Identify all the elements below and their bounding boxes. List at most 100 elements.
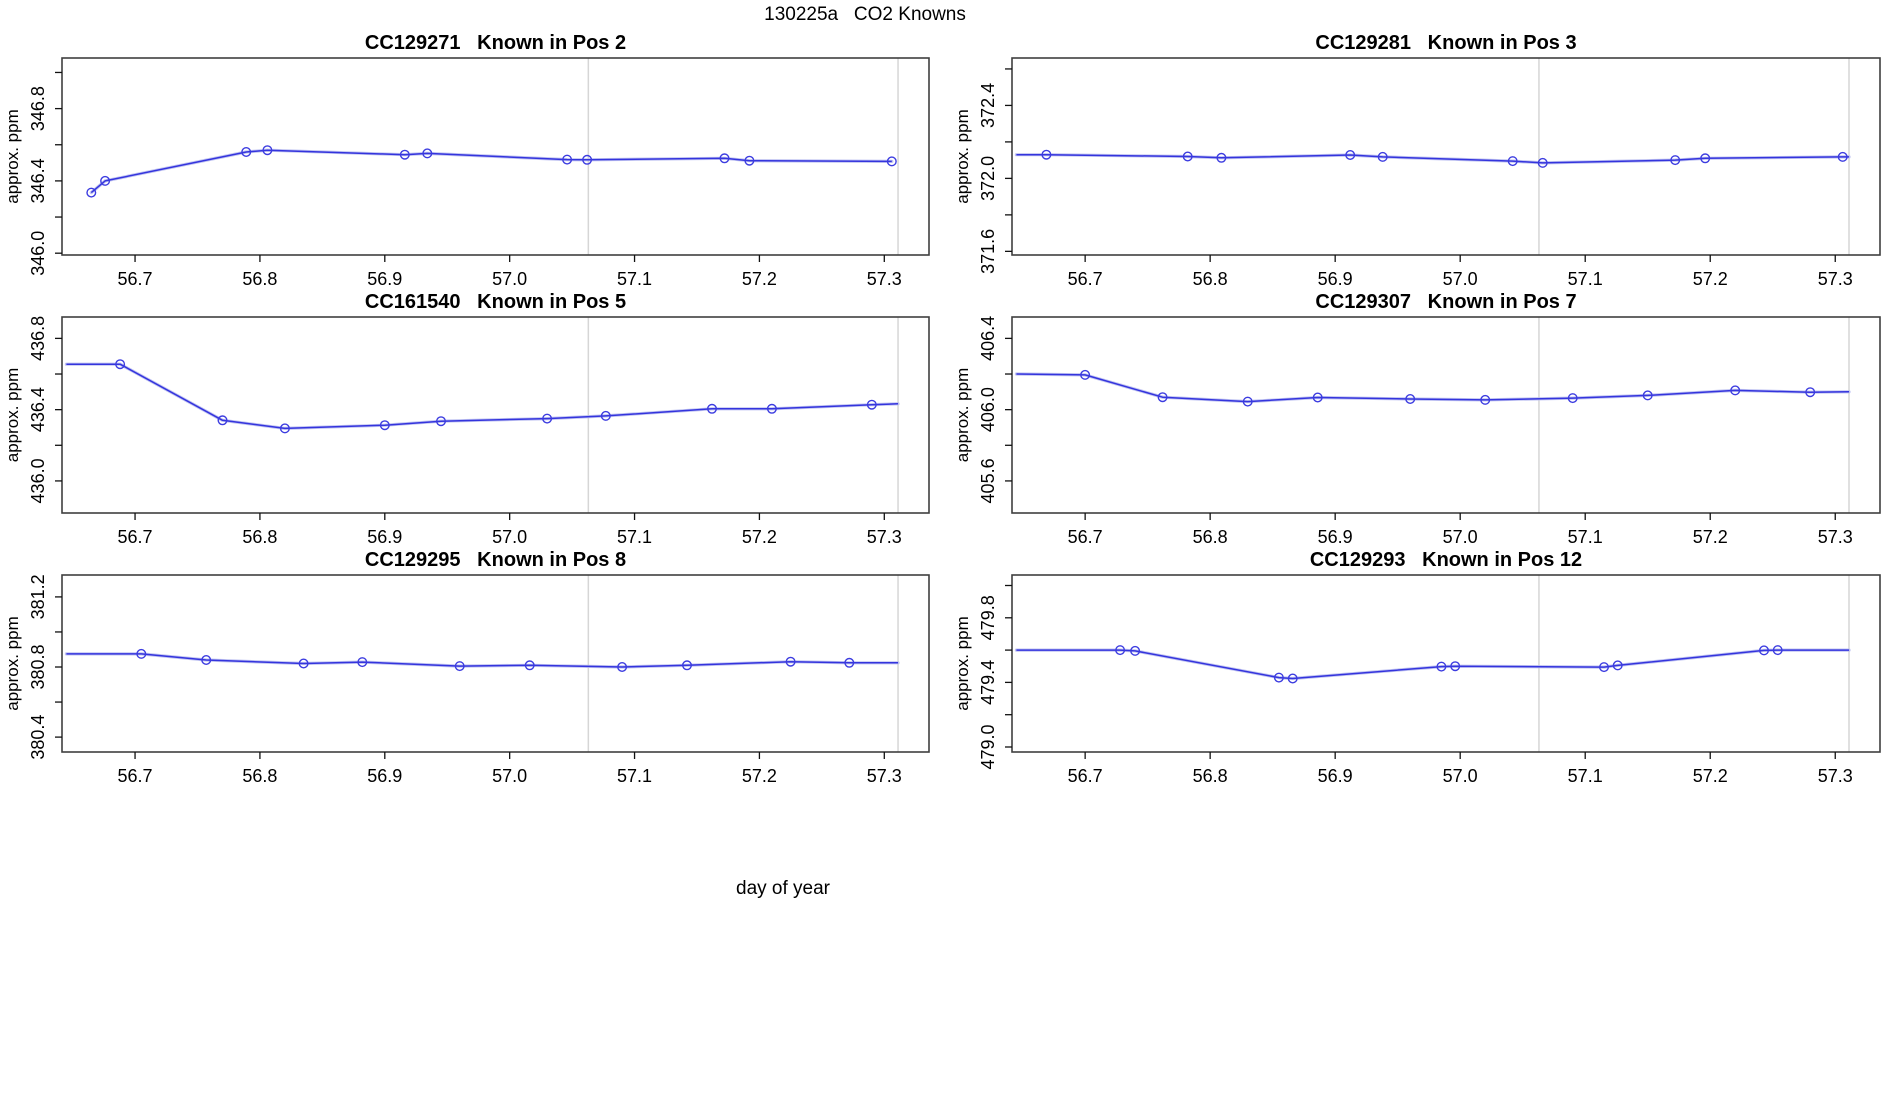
plot-border (1011, 316, 1881, 514)
x-tick-label: 56.8 (1193, 269, 1228, 289)
data-line (66, 363, 899, 430)
plot-border (61, 316, 930, 514)
y-axis-label: approx. ppm (953, 109, 972, 204)
data-point (744, 155, 755, 166)
data-point (600, 410, 611, 421)
data-line (90, 149, 892, 194)
x-tick-label: 57.2 (1693, 527, 1728, 547)
data-point (1345, 149, 1356, 160)
data-point (1700, 153, 1711, 164)
data-point (1642, 390, 1653, 401)
data-point (1670, 155, 1681, 166)
x-tick-label: 56.9 (367, 527, 402, 547)
y-tick-label: 372.0 (978, 156, 998, 201)
x-tick-label: 57.0 (1443, 527, 1478, 547)
data-point (357, 657, 368, 668)
data-point (1157, 392, 1168, 403)
data-point (785, 656, 796, 667)
data-point (866, 399, 877, 410)
data-point (262, 145, 273, 156)
y-axis-label: approx. ppm (3, 616, 22, 711)
x-tick-label: 57.3 (1818, 527, 1853, 547)
x-tick-label: 56.8 (242, 766, 277, 786)
x-tick-label: 57.2 (742, 527, 777, 547)
x-tick-label: 57.1 (1568, 269, 1603, 289)
data-point (422, 148, 433, 159)
y-tick-label: 406.0 (978, 387, 998, 432)
y-tick-label: 479.4 (978, 660, 998, 705)
data-point (115, 359, 126, 370)
x-tick-label: 57.1 (1568, 766, 1603, 786)
x-tick-label: 57.1 (617, 766, 652, 786)
data-point (1805, 387, 1816, 398)
x-tick-label: 57.3 (1818, 269, 1853, 289)
subplot: 56.7 56.8 56.9 57.0 57.1 57.2 57.3 346.0 346.4 34… (3, 32, 930, 289)
x-tick-label: 57.3 (867, 766, 902, 786)
data-point (1242, 396, 1253, 407)
y-axis-label: approx. ppm (953, 368, 972, 463)
y-tick-label: 381.2 (28, 574, 48, 619)
x-tick-label: 57.2 (1693, 766, 1728, 786)
data-point (201, 655, 212, 666)
subplot-title: CC129281 Known in Pos 3 (1315, 32, 1576, 54)
main-title: 130225a CO2 Knowns (764, 4, 966, 25)
data-point (1080, 369, 1091, 380)
plot-border (1011, 57, 1881, 256)
subplot-title: CC129293 Known in Pos 12 (1310, 549, 1582, 571)
x-tick-label: 56.7 (1068, 527, 1103, 547)
x-tick-label: 57.3 (867, 527, 902, 547)
x-tick-label: 57.0 (492, 527, 527, 547)
x-tick-label: 56.9 (1318, 766, 1353, 786)
data-line (66, 653, 898, 668)
subplot: 56.7 56.8 56.9 57.0 57.1 57.2 57.3 479.0 479.4 47… (953, 549, 1881, 786)
data-point (86, 187, 97, 198)
x-tick-label: 56.7 (118, 527, 153, 547)
trend-line-halo (1014, 372, 1851, 404)
y-tick-label: 406.4 (978, 316, 998, 361)
data-point (1730, 385, 1741, 396)
x-tick-label: 56.7 (118, 766, 153, 786)
shared-x-axis-label: day of year (736, 878, 830, 899)
x-tick-label: 56.8 (242, 527, 277, 547)
data-point (1436, 661, 1447, 672)
x-tick-label: 56.9 (1318, 527, 1353, 547)
data-point (1837, 151, 1848, 162)
x-tick-label: 57.0 (492, 766, 527, 786)
x-tick-label: 57.1 (1568, 527, 1603, 547)
y-tick-label: 380.8 (28, 644, 48, 689)
data-point (1612, 660, 1623, 671)
y-tick-label: 346.0 (28, 231, 48, 276)
data-point (766, 403, 777, 414)
data-point (1041, 149, 1052, 160)
trend-line-halo (64, 362, 900, 430)
data-point (1130, 645, 1141, 656)
data-point (617, 662, 628, 673)
data-point (1598, 662, 1609, 673)
y-tick-label: 436.4 (28, 387, 48, 432)
data-point (1115, 645, 1126, 656)
x-tick-label: 56.7 (118, 269, 153, 289)
data-line (1016, 649, 1849, 680)
data-point (1567, 393, 1578, 404)
data-point (1273, 672, 1284, 683)
x-tick-label: 57.2 (742, 766, 777, 786)
y-axis-label: approx. ppm (953, 616, 972, 711)
plot-border (61, 574, 930, 753)
y-tick-label: 436.0 (28, 458, 48, 503)
y-tick-label: 479.8 (978, 595, 998, 640)
data-point (1537, 157, 1548, 168)
plot-border (61, 57, 930, 256)
x-tick-label: 56.8 (1193, 766, 1228, 786)
x-tick-label: 57.2 (742, 269, 777, 289)
x-tick-label: 57.2 (1693, 269, 1728, 289)
data-point (719, 153, 730, 164)
x-tick-label: 56.8 (242, 269, 277, 289)
x-tick-label: 57.3 (867, 269, 902, 289)
subplot-title: CC161540 Known in Pos 5 (365, 291, 626, 313)
subplot-title: CC129295 Known in Pos 8 (365, 549, 626, 571)
data-point (136, 648, 147, 659)
data-line (1016, 153, 1849, 164)
data-point (582, 154, 593, 165)
